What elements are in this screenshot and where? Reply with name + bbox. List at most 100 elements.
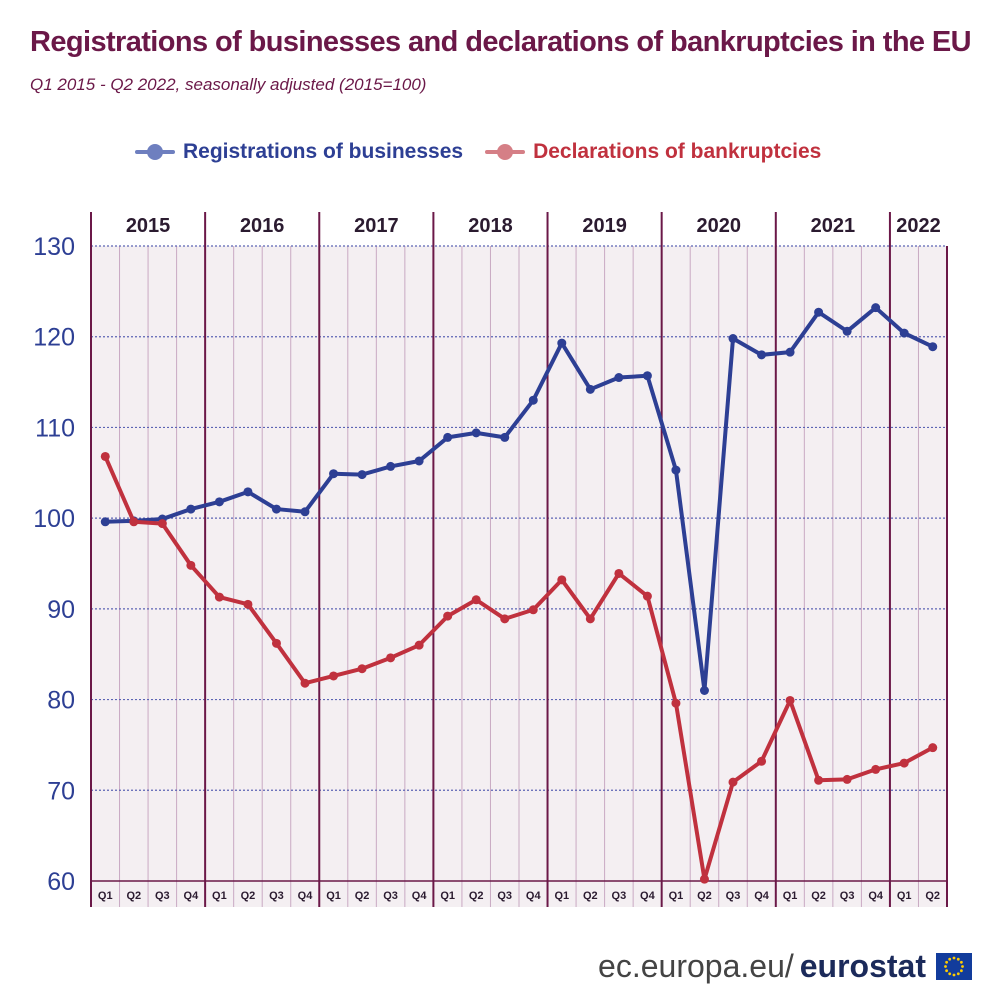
y-tick-label: 110 [35, 414, 75, 442]
data-point-registrations [757, 350, 767, 360]
data-point-bankruptcies [100, 451, 110, 461]
data-point-registrations [100, 517, 110, 527]
quarter-label: Q2 [469, 890, 484, 902]
legend-label-bankruptcies: Declarations of bankruptcies [533, 140, 822, 163]
footer [0, 935, 999, 1000]
data-point-bankruptcies [785, 695, 795, 705]
y-tick-label: 60 [47, 868, 75, 896]
data-point-registrations [471, 428, 481, 438]
series-line-bankruptcies [103, 454, 935, 882]
data-point-registrations [300, 507, 310, 517]
quarter-label: Q1 [669, 890, 684, 902]
quarter-label: Q2 [583, 890, 598, 902]
data-point-registrations [728, 334, 738, 344]
legend-item-registrations: Registrations of businesses [135, 140, 463, 164]
quarter-label: Q4 [298, 890, 314, 902]
data-point-bankruptcies [186, 560, 196, 570]
chart-subtitle: Q1 2015 - Q2 2022, seasonally adjusted (… [30, 75, 427, 94]
data-point-bankruptcies [557, 575, 567, 585]
data-point-bankruptcies [671, 698, 681, 708]
quarter-label: Q1 [554, 890, 569, 902]
y-tick-label: 90 [47, 596, 75, 624]
quarter-label: Q4 [184, 890, 200, 902]
year-label-2015: 2015 [126, 215, 171, 237]
data-point-registrations [899, 328, 909, 338]
quarter-label: Q1 [440, 890, 455, 902]
data-point-bankruptcies [271, 638, 281, 648]
y-tick-label: 120 [33, 324, 75, 352]
quarter-label: Q1 [212, 890, 227, 902]
y-tick-label: 100 [33, 505, 75, 533]
data-point-registrations [585, 384, 595, 394]
data-point-registrations [814, 307, 824, 317]
footer-credit: ec.europa.eu/eurostat [598, 948, 972, 985]
data-point-bankruptcies [300, 678, 310, 688]
chart-legend: Registrations of businesses Declarations… [135, 140, 821, 164]
footer-brand: eurostat [799, 948, 926, 984]
quarter-label: Q4 [412, 890, 428, 902]
data-point-bankruptcies [243, 599, 253, 609]
data-point-bankruptcies [585, 614, 595, 624]
year-label-2020: 2020 [696, 215, 741, 237]
quarter-label: Q4 [526, 890, 542, 902]
data-point-bankruptcies [528, 605, 538, 615]
quarter-label: Q3 [155, 890, 170, 902]
data-point-bankruptcies [899, 758, 909, 768]
data-point-bankruptcies [614, 568, 624, 578]
data-point-bankruptcies [699, 874, 709, 884]
series-line-registrations [103, 305, 935, 693]
quarter-label: Q3 [612, 890, 627, 902]
quarter-label: Q2 [126, 890, 141, 902]
year-label-2019: 2019 [582, 215, 627, 237]
quarter-label: Q1 [98, 890, 113, 902]
data-point-bankruptcies [871, 764, 881, 774]
data-point-registrations [642, 371, 652, 381]
data-point-registrations [443, 432, 453, 442]
line-chart: 2015 2016 2017 2018 2019 2020 2021 2022 Q1 Q2 Q3 Q4… [33, 212, 948, 907]
data-point-bankruptcies [129, 517, 139, 527]
data-point-registrations [386, 461, 396, 471]
y-tick-label: 70 [47, 777, 75, 805]
data-point-bankruptcies [157, 519, 167, 529]
data-point-bankruptcies [443, 611, 453, 621]
data-point-bankruptcies [757, 756, 767, 766]
data-point-registrations [614, 373, 624, 383]
data-point-registrations [329, 469, 339, 479]
data-point-bankruptcies [928, 743, 938, 753]
y-tick-label: 130 [33, 233, 75, 261]
quarter-label: Q3 [383, 890, 398, 902]
quarter-label: Q2 [355, 890, 370, 902]
data-point-bankruptcies [814, 775, 824, 785]
quarter-label: Q1 [326, 890, 341, 902]
year-label-2018: 2018 [468, 215, 513, 237]
data-point-registrations [785, 347, 795, 357]
data-point-registrations [528, 395, 538, 405]
legend-item-bankruptcies: Declarations of bankruptcies [485, 140, 821, 164]
data-point-registrations [500, 432, 510, 442]
data-point-bankruptcies [357, 664, 367, 674]
data-point-bankruptcies [642, 591, 652, 601]
quarter-label: Q3 [269, 890, 284, 902]
quarter-label: Q2 [697, 890, 712, 902]
year-label-2022: 2022 [896, 215, 941, 237]
footer-url[interactable]: ec.europa.eu/ [598, 948, 794, 984]
data-point-bankruptcies [500, 614, 510, 624]
quarter-label: Q3 [726, 890, 741, 902]
data-point-bankruptcies [329, 671, 339, 681]
data-point-bankruptcies [728, 777, 738, 787]
data-point-registrations [842, 326, 852, 336]
quarter-label: Q3 [497, 890, 512, 902]
data-point-bankruptcies [471, 595, 481, 605]
data-point-registrations [214, 497, 224, 507]
data-point-registrations [871, 303, 881, 313]
data-point-bankruptcies [386, 653, 396, 663]
quarter-label: Q4 [754, 890, 770, 902]
data-point-registrations [699, 686, 709, 695]
data-point-registrations [928, 342, 938, 352]
quarter-label: Q1 [783, 890, 798, 902]
data-point-bankruptcies [842, 774, 852, 784]
year-label-2021: 2021 [811, 215, 856, 237]
quarter-label: Q2 [925, 890, 940, 902]
quarter-label: Q3 [840, 890, 855, 902]
eu-flag-icon [936, 953, 972, 980]
